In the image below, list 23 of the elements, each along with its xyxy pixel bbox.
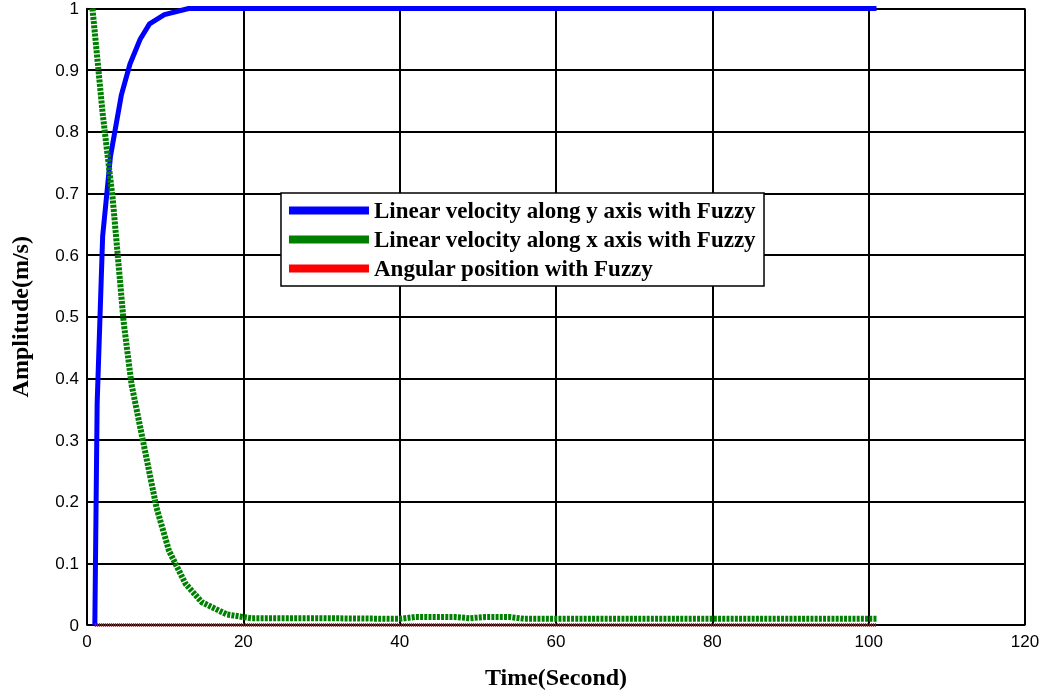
y-axis-title: Amplitude(m/s) bbox=[7, 236, 33, 398]
x-tick-label: 0 bbox=[82, 632, 92, 651]
y-tick-label: 0.8 bbox=[55, 122, 79, 142]
y-tick-label: 0.1 bbox=[55, 553, 79, 573]
x-axis-title: Time(Second) bbox=[484, 664, 628, 690]
y-tick-label: 0.3 bbox=[55, 430, 79, 450]
x-tick-label: 40 bbox=[390, 632, 410, 651]
x-tick-label: 80 bbox=[702, 632, 722, 651]
y-tick-label: 0.2 bbox=[55, 492, 79, 512]
y-tick-label: 0.7 bbox=[55, 183, 79, 203]
x-tick-label: 120 bbox=[1010, 632, 1040, 651]
y-tick-label: 0.4 bbox=[55, 368, 79, 388]
legend-label: Linear velocity along y axis with Fuzzy bbox=[373, 198, 757, 223]
legend-label: Angular position with Fuzzy bbox=[373, 256, 654, 281]
y-tick-label: 0.6 bbox=[55, 245, 79, 265]
y-tick-label: 0 bbox=[69, 615, 79, 635]
x-tick-label: 60 bbox=[546, 632, 566, 651]
x-tick-label: 20 bbox=[233, 632, 253, 651]
legend-label: Linear velocity along x axis with Fuzzy bbox=[373, 227, 757, 252]
x-tick-label: 100 bbox=[854, 632, 883, 651]
y-tick-label: 0.9 bbox=[55, 60, 79, 80]
y-tick-label: 1 bbox=[69, 0, 79, 18]
y-tick-label: 0.5 bbox=[55, 307, 79, 327]
